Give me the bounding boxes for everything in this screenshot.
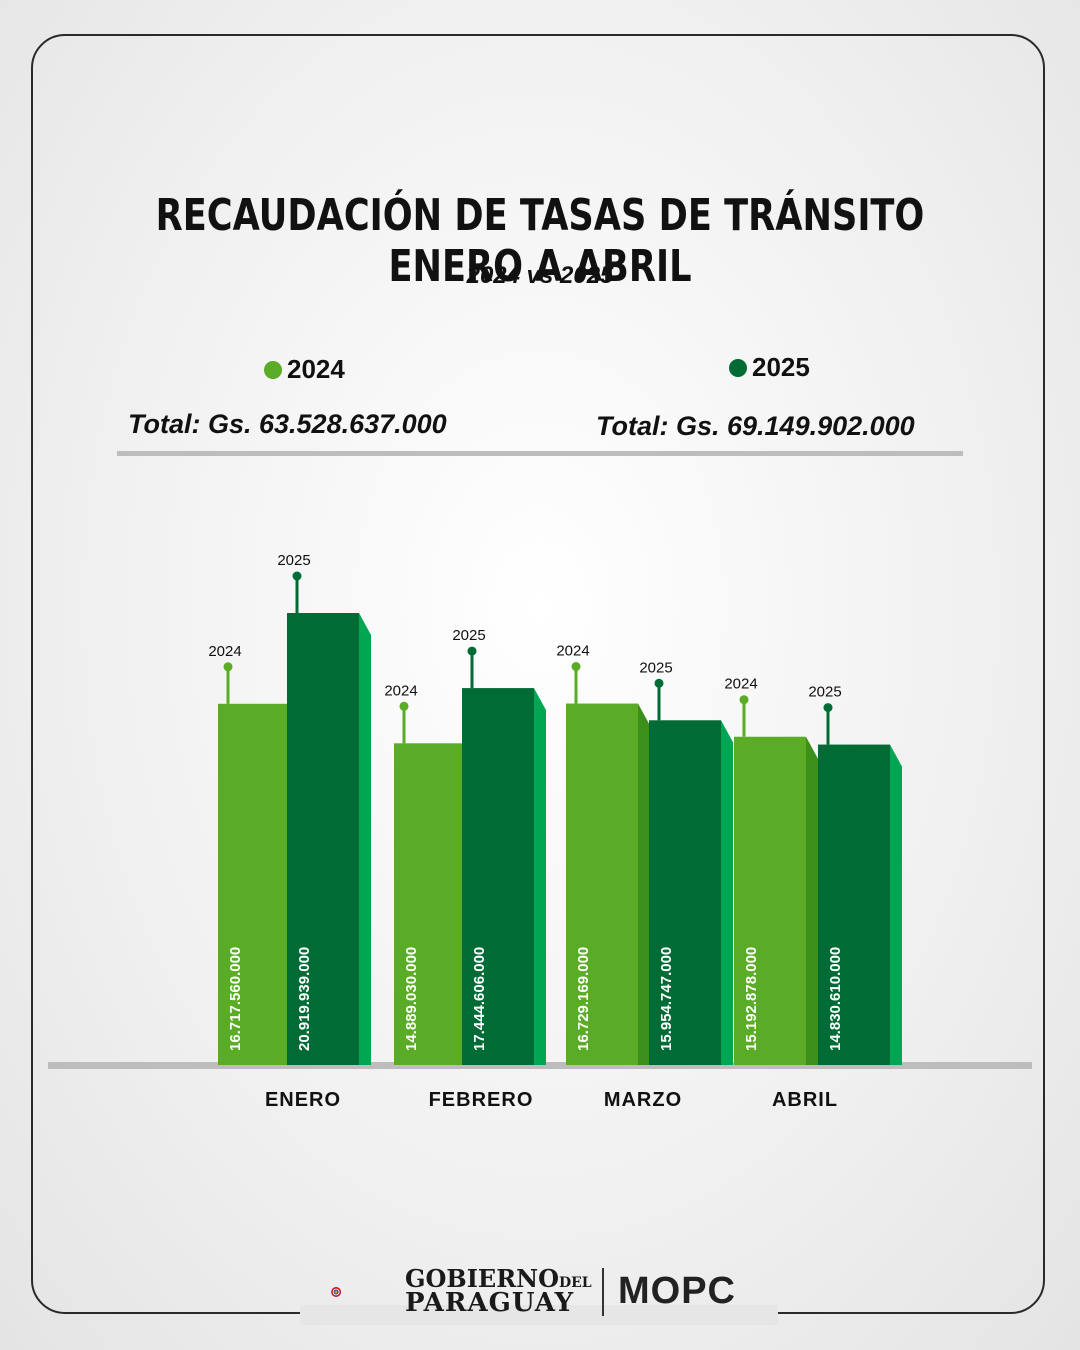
seal-star — [334, 1290, 338, 1294]
pin-head — [467, 646, 477, 656]
total-2024: Total: Gs. 63.528.637.000 — [128, 409, 447, 439]
bar — [818, 744, 890, 1065]
bar — [734, 736, 806, 1065]
bar-side — [721, 720, 733, 1065]
pin-head — [739, 695, 749, 705]
pin-head — [823, 703, 833, 713]
pin-year-label: 2025 — [808, 684, 841, 701]
footer-gap — [300, 1305, 778, 1325]
pin-year-label: 2024 — [724, 676, 757, 693]
legend-label-2025: 2025 — [752, 352, 810, 382]
bar-side — [638, 703, 650, 1065]
bar-value-label: 20.919.939.000 — [296, 947, 313, 1051]
legend-item-2024: 2024 — [264, 354, 345, 385]
x-tick-label: FEBRERO — [429, 1089, 534, 1111]
bar-group-marzo-2024: 16.729.169.000 2024 — [556, 643, 650, 1065]
bar — [566, 703, 638, 1065]
gobierno-line1: GOBIERNODEL — [405, 1264, 592, 1293]
bar-group-abril-2024: 15.192.878.000 2024 — [724, 676, 818, 1065]
legend-dot-2024 — [264, 360, 282, 379]
pin-head — [292, 571, 302, 581]
gobierno-line2: PARAGUAY — [405, 1288, 575, 1318]
chart-title: RECAUDACIÓN DE TASAS DE TRÁNSITO ENERO A… — [155, 190, 925, 292]
bar-group-marzo-2025: 15.954.747.000 2025 — [639, 659, 733, 1065]
bar-side — [359, 613, 371, 1065]
bar-group-febrero-2025: 17.444.606.000 2025 — [452, 627, 546, 1065]
bar — [287, 613, 359, 1065]
bar-value-label: 16.729.169.000 — [575, 947, 592, 1051]
pin-head — [223, 662, 233, 672]
total-2025: Total: Gs. 69.149.902.000 — [596, 411, 915, 441]
bar-group-enero-2025: 20.919.939.000 2025 — [277, 552, 371, 1065]
x-axis-baseline — [48, 1062, 1032, 1069]
pin-year-label: 2024 — [208, 643, 241, 660]
pin-year-label: 2025 — [277, 552, 310, 569]
legend-dot-2025 — [729, 358, 747, 377]
bar — [218, 703, 290, 1065]
pin-year-label: 2025 — [452, 627, 485, 644]
bar-group-febrero-2024: 14.889.030.000 2024 — [384, 682, 478, 1065]
mopc-logo-text: MOPC — [618, 1270, 736, 1312]
bar-group-abril-2025: 14.830.610.000 2025 — [808, 684, 902, 1065]
bar-value-label: 15.954.747.000 — [658, 947, 675, 1051]
chart-subtitle: 2024 vs 2025 — [466, 262, 614, 289]
legend-item-2025: 2025 — [729, 352, 810, 383]
header-divider — [117, 451, 963, 456]
pin-head — [399, 701, 409, 711]
bar — [462, 688, 534, 1065]
bar-value-label: 16.717.560.000 — [227, 947, 244, 1051]
bar — [649, 720, 721, 1065]
pin-head — [571, 662, 581, 672]
bar-side — [890, 744, 902, 1065]
bar-side — [534, 688, 546, 1065]
pin-year-label: 2024 — [384, 682, 417, 699]
bar-value-label: 14.830.610.000 — [827, 947, 844, 1051]
bar — [394, 743, 466, 1065]
pin-head — [654, 678, 664, 688]
bar-value-label: 17.444.606.000 — [471, 947, 488, 1051]
x-tick-label: MARZO — [604, 1089, 682, 1111]
logo-divider — [602, 1268, 604, 1316]
pin-year-label: 2025 — [639, 659, 672, 676]
paraguay-coat-of-arms-icon — [331, 1287, 342, 1297]
bar-value-label: 14.889.030.000 — [403, 947, 420, 1051]
bar-value-label: 15.192.878.000 — [743, 947, 760, 1051]
bar-side — [806, 736, 818, 1065]
pin-year-label: 2024 — [556, 643, 589, 660]
legend-label-2024: 2024 — [287, 354, 345, 384]
x-tick-label: ABRIL — [772, 1089, 838, 1111]
x-tick-label: ENERO — [265, 1089, 341, 1111]
